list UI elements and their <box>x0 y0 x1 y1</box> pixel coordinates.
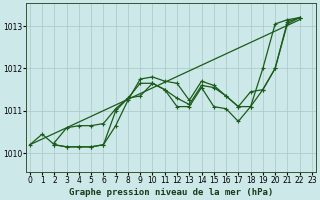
X-axis label: Graphe pression niveau de la mer (hPa): Graphe pression niveau de la mer (hPa) <box>69 188 273 197</box>
